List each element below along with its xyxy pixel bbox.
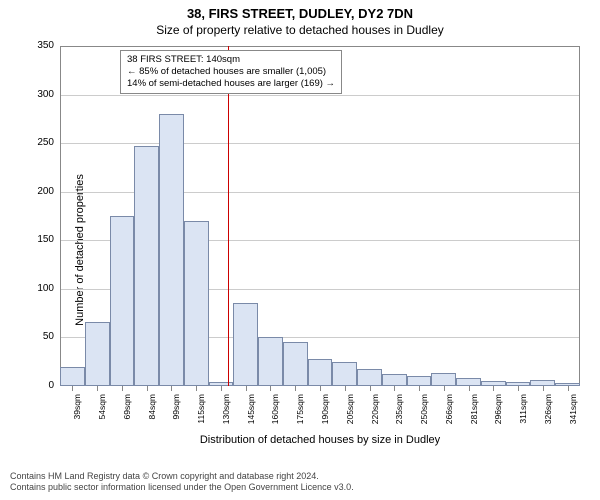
histogram-bar <box>431 373 456 386</box>
histogram-bar <box>110 216 135 386</box>
y-tick-label: 0 <box>26 380 54 391</box>
histogram-bar <box>233 303 258 386</box>
x-tick-mark <box>518 386 519 391</box>
annotation-line2: ← 85% of detached houses are smaller (1,… <box>127 66 335 78</box>
y-tick-label: 250 <box>26 137 54 148</box>
footer-line2: Contains public sector information licen… <box>10 482 354 494</box>
histogram-bar <box>159 114 184 386</box>
histogram-bar <box>134 146 159 386</box>
histogram-bar <box>332 362 357 386</box>
gridline <box>61 95 579 96</box>
x-tick-label: 190sqm <box>320 394 330 434</box>
annotation-box: 38 FIRS STREET: 140sqm← 85% of detached … <box>120 50 342 94</box>
x-tick-label: 54sqm <box>97 394 107 434</box>
histogram-bar <box>382 374 407 386</box>
x-tick-label: 39sqm <box>72 394 82 434</box>
histogram-bar <box>456 378 481 386</box>
x-tick-mark <box>419 386 420 391</box>
x-tick-label: 341sqm <box>568 394 578 434</box>
histogram-bar <box>283 342 308 386</box>
y-tick-label: 350 <box>26 40 54 51</box>
x-tick-mark <box>568 386 569 391</box>
x-tick-mark <box>97 386 98 391</box>
x-tick-mark <box>72 386 73 391</box>
histogram-bar <box>85 322 110 386</box>
x-tick-label: 250sqm <box>419 394 429 434</box>
y-tick-label: 50 <box>26 331 54 342</box>
x-tick-label: 326sqm <box>543 394 553 434</box>
x-tick-mark <box>444 386 445 391</box>
x-tick-mark <box>246 386 247 391</box>
histogram-bar <box>60 367 85 386</box>
x-tick-mark <box>493 386 494 391</box>
x-tick-mark <box>320 386 321 391</box>
x-axis-label: Distribution of detached houses by size … <box>60 434 580 446</box>
x-tick-mark <box>469 386 470 391</box>
footer-attribution: Contains HM Land Registry data © Crown c… <box>10 471 354 494</box>
footer-line1: Contains HM Land Registry data © Crown c… <box>10 471 354 483</box>
chart-title-line2: Size of property relative to detached ho… <box>0 21 600 41</box>
histogram-bar <box>357 369 382 386</box>
x-tick-mark <box>122 386 123 391</box>
annotation-line1: 38 FIRS STREET: 140sqm <box>127 54 335 66</box>
chart-container: 38, FIRS STREET, DUDLEY, DY2 7DN Size of… <box>0 0 600 500</box>
y-tick-label: 150 <box>26 234 54 245</box>
x-tick-label: 311sqm <box>518 394 528 434</box>
x-tick-mark <box>147 386 148 391</box>
x-tick-label: 69sqm <box>122 394 132 434</box>
x-tick-label: 220sqm <box>370 394 380 434</box>
gridline <box>61 143 579 144</box>
x-tick-mark <box>345 386 346 391</box>
x-tick-label: 160sqm <box>270 394 280 434</box>
x-tick-label: 205sqm <box>345 394 355 434</box>
x-tick-label: 175sqm <box>295 394 305 434</box>
histogram-bar <box>407 376 432 386</box>
x-tick-label: 145sqm <box>246 394 256 434</box>
y-tick-label: 100 <box>26 283 54 294</box>
x-tick-mark <box>221 386 222 391</box>
x-tick-mark <box>196 386 197 391</box>
annotation-line3: 14% of semi-detached houses are larger (… <box>127 78 335 90</box>
x-tick-mark <box>394 386 395 391</box>
x-tick-label: 281sqm <box>469 394 479 434</box>
histogram-bar <box>308 359 333 386</box>
x-tick-label: 115sqm <box>196 394 206 434</box>
y-tick-label: 300 <box>26 89 54 100</box>
x-tick-mark <box>370 386 371 391</box>
x-tick-label: 84sqm <box>147 394 157 434</box>
histogram-bar <box>258 337 283 386</box>
reference-line <box>228 46 229 386</box>
chart-title-line1: 38, FIRS STREET, DUDLEY, DY2 7DN <box>0 0 600 21</box>
x-tick-mark <box>270 386 271 391</box>
histogram-bar <box>184 221 209 386</box>
x-tick-mark <box>171 386 172 391</box>
x-tick-mark <box>295 386 296 391</box>
y-tick-label: 200 <box>26 186 54 197</box>
x-tick-mark <box>543 386 544 391</box>
x-tick-label: 296sqm <box>493 394 503 434</box>
x-tick-label: 266sqm <box>444 394 454 434</box>
x-tick-label: 130sqm <box>221 394 231 434</box>
x-tick-label: 99sqm <box>171 394 181 434</box>
x-tick-label: 235sqm <box>394 394 404 434</box>
